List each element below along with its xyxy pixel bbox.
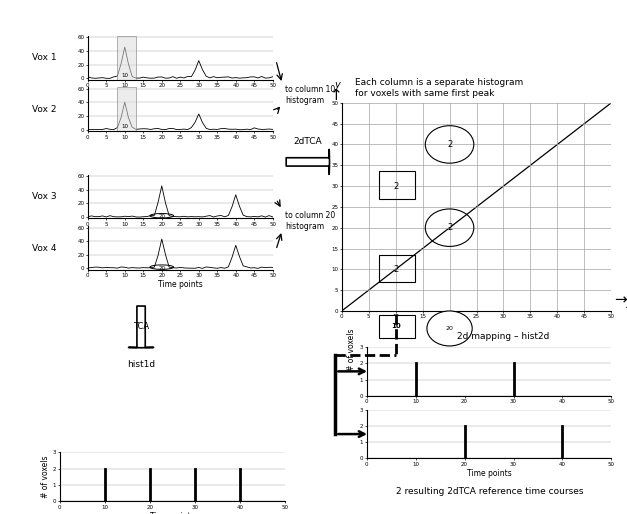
Text: →: → [614,292,627,307]
Text: to column 10
histogram: to column 10 histogram [285,85,335,105]
Text: 10: 10 [391,323,401,329]
Bar [379,315,414,338]
Text: 2: 2 [393,265,398,274]
Text: Vox 1: Vox 1 [33,53,57,62]
Text: Vox 3: Vox 3 [33,192,57,201]
Y-axis label: # of voxels: # of voxels [41,455,50,498]
Text: Each column is a separate histogram
for voxels with same first peak: Each column is a separate histogram for … [356,79,524,98]
Text: 20: 20 [446,326,453,331]
Text: 2: 2 [447,223,452,232]
Text: hist1d: hist1d [127,360,155,369]
Text: 20: 20 [158,214,166,219]
Bar [117,87,136,131]
Text: 10: 10 [121,124,129,129]
Text: to column 20
histogram: to column 20 histogram [285,211,335,231]
Text: ↑: ↑ [330,88,343,103]
X-axis label: Time points: Time points [158,281,203,289]
Text: y: y [334,80,340,90]
Circle shape [427,311,472,346]
Text: 2: 2 [447,140,452,149]
Text: 2d mapping – hist2d: 2d mapping – hist2d [457,332,550,341]
Text: 2dTCA: 2dTCA [293,137,322,146]
Bar [117,36,136,80]
Text: 2: 2 [393,181,398,191]
Text: Vox 2: Vox 2 [33,105,57,114]
Text: 2 resulting 2dTCA reference time courses: 2 resulting 2dTCA reference time courses [396,487,584,497]
Text: Vox 4: Vox 4 [33,244,57,252]
Text: # of voxels: # of voxels [347,328,356,371]
Bar [379,172,414,198]
Text: TCA: TCA [133,322,149,332]
Text: 20: 20 [158,266,166,271]
Text: x: x [626,300,627,310]
Text: 10: 10 [121,72,129,78]
X-axis label: Time points: Time points [466,469,512,478]
X-axis label: Time points: Time points [150,512,195,514]
Bar [379,255,414,282]
